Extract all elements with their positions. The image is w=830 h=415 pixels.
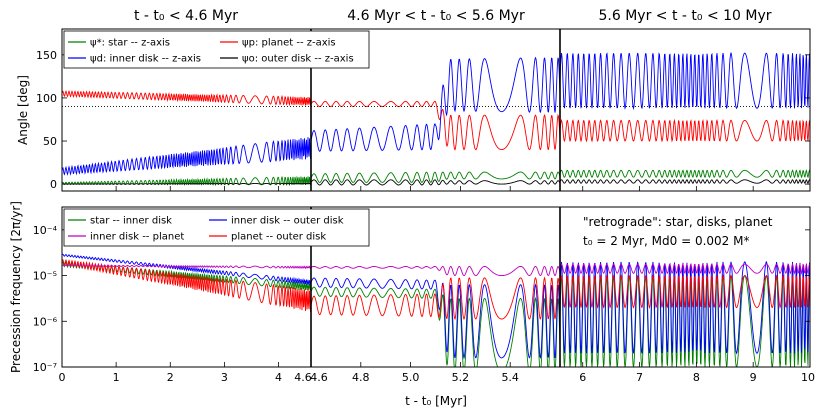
panel-title-2: 4.6 Myr < t - t₀ < 5.6 Myr bbox=[347, 8, 525, 24]
frequency-series-planet-outer-disk bbox=[62, 259, 810, 321]
legend-label-inner: ψd: inner disk -- z-axis bbox=[90, 54, 201, 65]
frequency-plot-frame bbox=[61, 206, 811, 368]
angle-plot-frame bbox=[61, 28, 811, 192]
xtick-label: 5.4 bbox=[501, 371, 519, 384]
legend-label-planet-outer: planet -- outer disk bbox=[231, 232, 326, 243]
angle-series-star bbox=[62, 168, 810, 187]
angle-series-group bbox=[62, 51, 810, 187]
xtick-label: 8 bbox=[693, 371, 700, 384]
angle-series-planet bbox=[62, 89, 810, 151]
legend-label-star: ψ*: star -- z-axis bbox=[90, 38, 170, 49]
xtick-label-start: 4.6 bbox=[310, 371, 328, 384]
annotation-line-1: "retrograde": star, disks, planet bbox=[583, 215, 773, 229]
frequency-y-label: Precession frequency [2π/yr] bbox=[9, 201, 23, 373]
angle-y-label: Angle [deg] bbox=[16, 75, 30, 145]
legend-label-outer: ψo: outer disk -- z-axis bbox=[242, 54, 354, 65]
legend-label-inner-outer: inner disk -- outer disk bbox=[231, 216, 344, 227]
panel-title-1: t - t₀ < 4.6 Myr bbox=[134, 8, 238, 24]
xtick-label: 3 bbox=[221, 371, 228, 384]
xtick-label: 0 bbox=[59, 371, 66, 384]
axis-ticks-group: 0 50 100 150 10⁻⁷ 10⁻⁶ 10⁻⁵ 10⁻⁴ 0 1 2 3 4 4.6 4.8 5.0 5… bbox=[33, 49, 815, 384]
panel-title-3: 5.6 Myr < t - t₀ < 10 Myr bbox=[598, 8, 771, 24]
legend-label-inner-planet: inner disk -- planet bbox=[90, 232, 184, 243]
xtick-label: 4 bbox=[275, 371, 282, 384]
freq-ytick-label: 10⁻⁴ bbox=[33, 224, 58, 237]
angle-series-inner-disk bbox=[62, 51, 810, 176]
annotation-line-2: t₀ = 2 Myr, Md0 = 0.002 M* bbox=[583, 234, 749, 248]
legend-label-planet: ψp: planet -- z-axis bbox=[242, 38, 336, 49]
xtick-label-end: 10 bbox=[801, 371, 815, 384]
frequency-series-group bbox=[62, 253, 810, 367]
freq-ytick-label: 10⁻⁷ bbox=[33, 361, 57, 374]
angle-ytick-label: 100 bbox=[36, 92, 57, 105]
xtick-label: 1 bbox=[113, 371, 120, 384]
angle-ytick-label: 150 bbox=[36, 49, 57, 62]
xtick-label: 9 bbox=[750, 371, 757, 384]
frequency-series-inner-disk-outer-disk bbox=[62, 253, 810, 360]
xtick-label: 5.0 bbox=[402, 371, 420, 384]
frequency-legend: star -- inner disk inner disk -- planet … bbox=[63, 208, 370, 247]
frequency-series-star-inner-disk bbox=[62, 261, 810, 367]
angle-series-outer-disk bbox=[62, 178, 810, 186]
xtick-label: 2 bbox=[167, 371, 174, 384]
frequency-series-inner-disk-planet bbox=[62, 262, 810, 277]
x-axis-label: t - t₀ [Myr] bbox=[405, 394, 467, 408]
angle-ytick-label: 0 bbox=[50, 178, 57, 191]
xtick-label: 7 bbox=[636, 371, 643, 384]
xtick-label: 4.8 bbox=[352, 371, 370, 384]
angle-ytick-label: 50 bbox=[43, 135, 57, 148]
frequency-legend-box bbox=[63, 208, 370, 247]
legend-label-star-inner: star -- inner disk bbox=[90, 216, 172, 227]
angle-legend: ψ*: star -- z-axis ψd: inner disk -- z-a… bbox=[63, 30, 370, 69]
angle-legend-box bbox=[63, 30, 370, 69]
xtick-label: 5.2 bbox=[452, 371, 470, 384]
xtick-label-end: 4.6 bbox=[294, 371, 312, 384]
freq-ytick-label: 10⁻⁶ bbox=[33, 315, 58, 328]
xtick-label: 6 bbox=[579, 371, 586, 384]
freq-ytick-label: 10⁻⁵ bbox=[33, 270, 57, 283]
